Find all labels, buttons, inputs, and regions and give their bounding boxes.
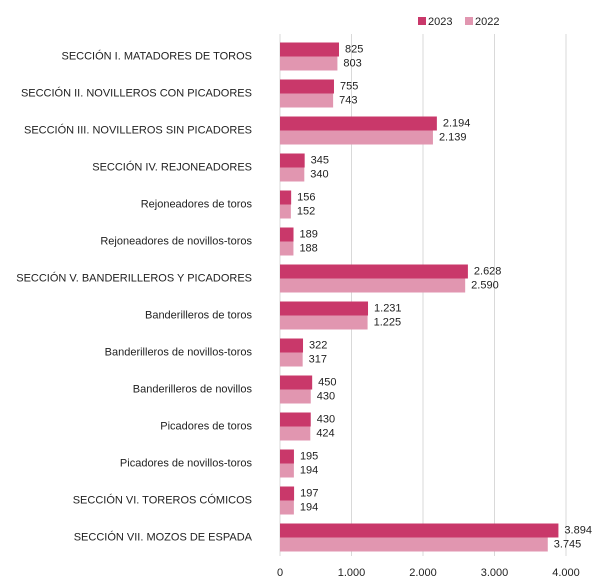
value-label: 430	[317, 390, 335, 402]
value-label: 3.894	[564, 524, 592, 536]
value-label: 322	[309, 339, 327, 351]
category-label: Banderilleros de novillos-toros	[105, 346, 253, 358]
category-label: Banderilleros de novillos	[133, 383, 253, 395]
value-label: 803	[343, 57, 361, 69]
bar	[280, 315, 368, 330]
bar	[280, 389, 311, 404]
bar	[280, 352, 303, 367]
value-label: 755	[340, 80, 358, 92]
value-label: 197	[300, 487, 318, 499]
bar	[280, 56, 338, 71]
value-label: 194	[300, 464, 318, 476]
category-label: Banderilleros de toros	[145, 309, 253, 321]
value-label: 430	[317, 413, 335, 425]
bar	[280, 227, 294, 242]
bar	[280, 130, 433, 145]
legend-label: 2022	[475, 16, 499, 28]
value-label: 1.231	[374, 302, 402, 314]
value-label: 194	[300, 501, 318, 513]
category-label: Picadores de toros	[160, 420, 252, 432]
bar	[280, 449, 294, 464]
bar	[280, 116, 437, 131]
bar	[280, 190, 292, 205]
value-label: 188	[299, 242, 317, 254]
value-label: 2.139	[439, 131, 467, 143]
category-label: SECCIÓN I. MATADORES DE TOROS	[62, 49, 253, 62]
category-label: Picadores de novillos-toros	[120, 457, 253, 469]
legend-swatch	[418, 17, 426, 25]
value-label: 317	[309, 353, 327, 365]
category-label: SECCIÓN V. BANDERILLEROS Y PICADORES	[16, 271, 252, 284]
bar	[280, 153, 305, 168]
bar	[280, 278, 466, 293]
value-label: 340	[310, 168, 328, 180]
value-label: 2.194	[443, 117, 471, 129]
legend-swatch	[465, 17, 473, 25]
category-label: SECCIÓN VII. MOZOS DE ESPADA	[74, 530, 253, 543]
value-label: 3.745	[554, 538, 582, 550]
bar	[280, 93, 334, 108]
bar	[280, 301, 369, 316]
value-label: 2.628	[474, 265, 502, 277]
legend-label: 2023	[428, 16, 452, 28]
value-label: 156	[297, 191, 315, 203]
value-label: 152	[297, 205, 315, 217]
category-label: Rejoneadores de novillos-toros	[100, 235, 252, 247]
bar	[280, 500, 294, 515]
bar	[280, 241, 294, 256]
value-label: 743	[339, 94, 357, 106]
bar	[280, 426, 311, 441]
x-tick-label: 0	[277, 567, 283, 579]
bar	[280, 204, 291, 219]
bar	[280, 79, 334, 94]
bar	[280, 167, 305, 182]
bar	[280, 537, 548, 552]
value-label: 189	[300, 228, 318, 240]
x-tick-label: 3.000	[481, 567, 509, 579]
bar	[280, 486, 295, 501]
category-label: SECCIÓN VI. TOREROS CÓMICOS	[73, 493, 252, 506]
bar	[280, 523, 559, 538]
value-label: 450	[318, 376, 336, 388]
value-label: 1.225	[374, 316, 402, 328]
bar	[280, 264, 468, 279]
bar	[280, 375, 313, 390]
category-label: SECCIÓN II. NOVILLEROS CON PICADORES	[21, 86, 252, 99]
value-label: 825	[345, 43, 363, 55]
value-label: 195	[300, 450, 318, 462]
bar	[280, 338, 304, 353]
bar	[280, 42, 339, 57]
category-label: SECCIÓN IV. REJONEADORES	[92, 160, 252, 173]
x-tick-label: 2.000	[409, 567, 437, 579]
x-tick-label: 4.000	[552, 567, 580, 579]
value-label: 2.590	[471, 279, 499, 291]
bar	[280, 412, 311, 427]
category-label: Rejoneadores de toros	[141, 198, 253, 210]
x-tick-label: 1.000	[338, 567, 366, 579]
category-label: SECCIÓN III. NOVILLEROS SIN PICADORES	[24, 123, 252, 136]
value-label: 424	[316, 427, 334, 439]
value-label: 345	[311, 154, 329, 166]
bar	[280, 463, 294, 478]
